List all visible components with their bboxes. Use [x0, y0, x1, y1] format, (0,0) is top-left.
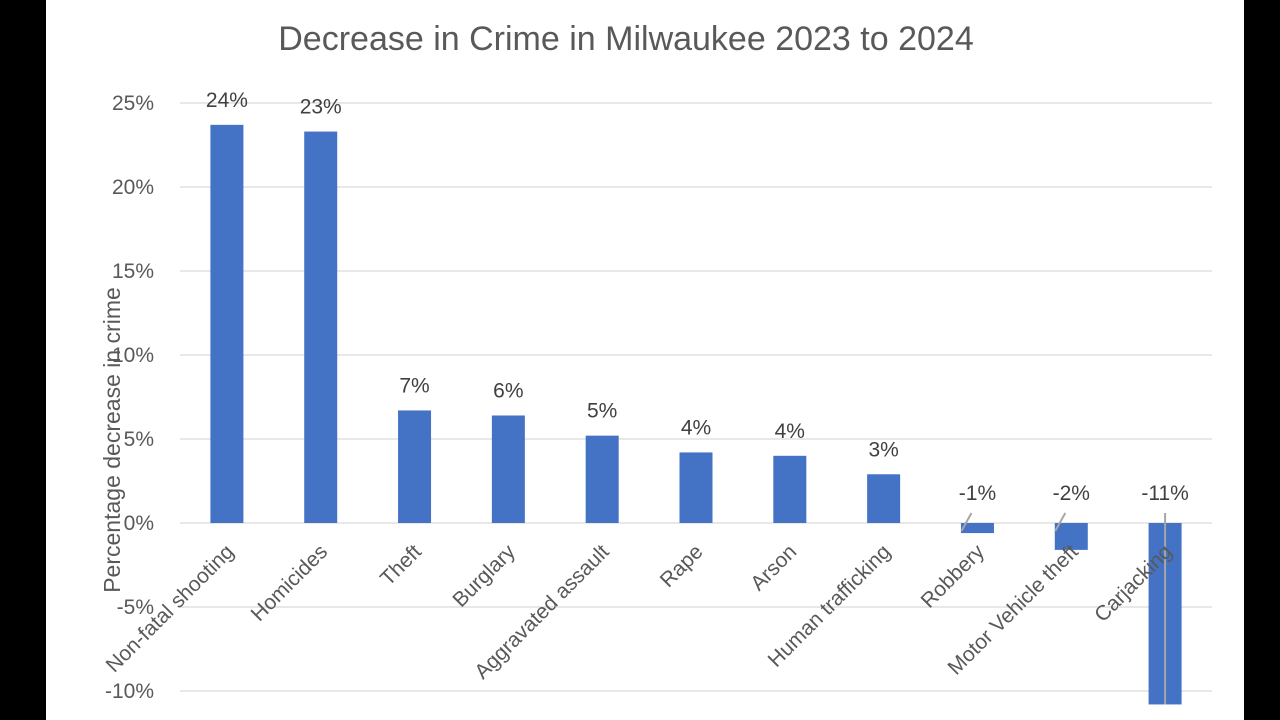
y-tick-label: 5%	[124, 428, 154, 451]
bar	[1054, 523, 1088, 550]
bar	[210, 124, 244, 523]
bar	[773, 455, 807, 523]
y-tick-label: 25%	[112, 92, 154, 115]
bar	[398, 410, 432, 523]
chart-title: Decrease in Crime in Milwaukee 2023 to 2…	[278, 20, 973, 58]
data-label: -1%	[959, 482, 996, 505]
data-label: 7%	[399, 374, 429, 397]
y-tick-label: -5%	[117, 596, 154, 619]
data-label: 4%	[775, 420, 805, 443]
data-label: 23%	[300, 96, 342, 119]
x-category-label: Rape	[656, 540, 708, 592]
y-tick-label: 20%	[112, 176, 154, 199]
data-label: 4%	[681, 416, 711, 439]
data-label: 6%	[493, 379, 523, 402]
bar	[585, 435, 619, 523]
bar	[679, 452, 713, 523]
data-label: -11%	[1141, 482, 1188, 505]
x-category-label: Homicides	[247, 540, 333, 626]
x-category-label: Arson	[746, 540, 801, 595]
data-label: -2%	[1053, 482, 1090, 505]
bar	[304, 131, 338, 523]
y-tick-label: 10%	[112, 344, 154, 367]
data-label: 3%	[868, 438, 898, 461]
x-category-label: Robbery	[917, 540, 990, 613]
bar	[960, 523, 994, 534]
data-label: 24%	[206, 89, 248, 112]
bar	[867, 474, 901, 523]
x-category-label: Burglary	[448, 540, 520, 612]
bar-chart: 25%20%15%10%5%0%-5%-10% Non-fatal shooti…	[99, 20, 1212, 705]
bar	[491, 415, 525, 523]
data-label: 5%	[587, 400, 617, 423]
x-category-label: Theft	[376, 540, 426, 590]
chart-panel: 25% 20% 15% 10% 5% 0% -5% -10% Non-fatal shooti…	[46, 0, 1244, 720]
y-tick-label: 0%	[124, 512, 154, 535]
data-label-leader	[1054, 512, 1067, 532]
y-tick-label: -10%	[105, 680, 154, 703]
data-label-leader	[960, 512, 973, 532]
y-tick-label: 15%	[112, 260, 154, 283]
y-axis-title: Percentage decrease in crime	[99, 287, 125, 593]
